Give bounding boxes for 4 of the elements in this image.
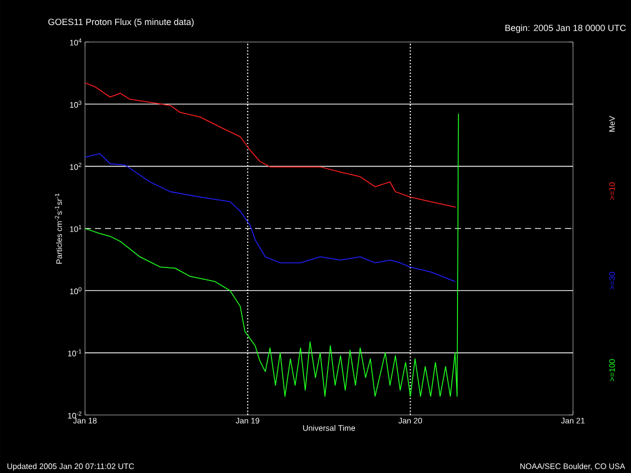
chart-title: GOES11 Proton Flux (5 minute data) (48, 18, 194, 27)
chart-subtitle: Begin: 2005 Jan 18 0000 UTC (505, 24, 626, 33)
line-series (84, 153, 456, 282)
line-series (84, 113, 459, 397)
